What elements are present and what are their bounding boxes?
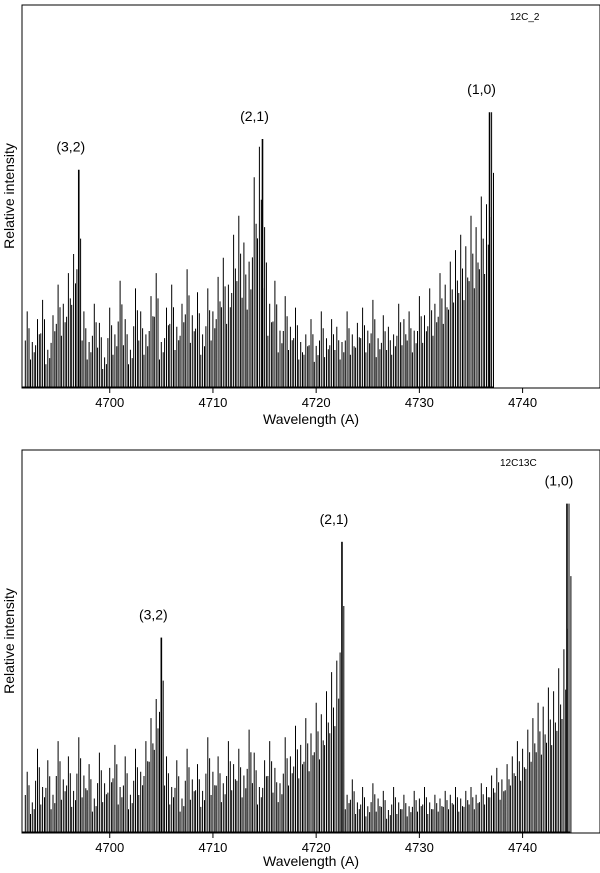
- spectrum-trace-12c2: [22, 112, 494, 388]
- x-tick-label-12c13c-2: 4720: [302, 840, 331, 855]
- x-tick-label-12c13c-4: 4740: [508, 840, 537, 855]
- y-axis-label-12c2: Relative intensity: [1, 143, 17, 249]
- x-tick-label-12c13c-0: 4700: [95, 840, 124, 855]
- x-ticks-12c2: 4700 4710 4720 4730 4740: [95, 388, 537, 410]
- band-label-12c13c-0: (3,2): [139, 607, 168, 623]
- x-tick-label-12c2-1: 4710: [198, 395, 227, 410]
- x-ticks-12c13c: 4700 4710 4720 4730 4740: [95, 833, 537, 855]
- spectrum-trace-12c13c: [22, 503, 572, 833]
- y-axis-label-12c13c: Relative intensity: [1, 588, 17, 694]
- x-axis-label-12c2: Wavelength (A): [263, 411, 359, 427]
- band-label-12c2-2: (1,0): [467, 81, 496, 97]
- panel-12c2: 12C_2 4700 4710 4720 4730 4740 (3,2) (2,1) (1,…: [1, 4, 600, 427]
- x-tick-label-12c2-3: 4730: [405, 395, 434, 410]
- x-tick-label-12c13c-1: 4710: [198, 840, 227, 855]
- x-tick-label-12c2-4: 4740: [508, 395, 537, 410]
- band-label-12c13c-2: (1,0): [545, 473, 574, 489]
- band-label-12c2-1: (2,1): [240, 108, 269, 124]
- x-tick-label-12c2-2: 4720: [302, 395, 331, 410]
- band-labels-12c2: (3,2) (2,1) (1,0): [56, 81, 496, 154]
- spectrum-12c13c: [22, 503, 572, 833]
- band-labels-12c13c: (3,2) (2,1) (1,0): [139, 473, 573, 623]
- panel-12c13c: 12C13C 4700 4710 4720 4730 4740 (3,2) (2,1) (1…: [1, 449, 600, 869]
- spectrum-12c2: [22, 112, 494, 388]
- species-tag-12c2: 12C_2: [510, 12, 540, 23]
- band-label-12c2-0: (3,2): [56, 139, 85, 155]
- x-tick-label-12c13c-3: 4730: [405, 840, 434, 855]
- x-axis-label-12c13c: Wavelength (A): [263, 853, 359, 869]
- species-tag-12c13c: 12C13C: [500, 458, 537, 469]
- band-label-12c13c-1: (2,1): [320, 511, 349, 527]
- x-tick-label-12c2-0: 4700: [95, 395, 124, 410]
